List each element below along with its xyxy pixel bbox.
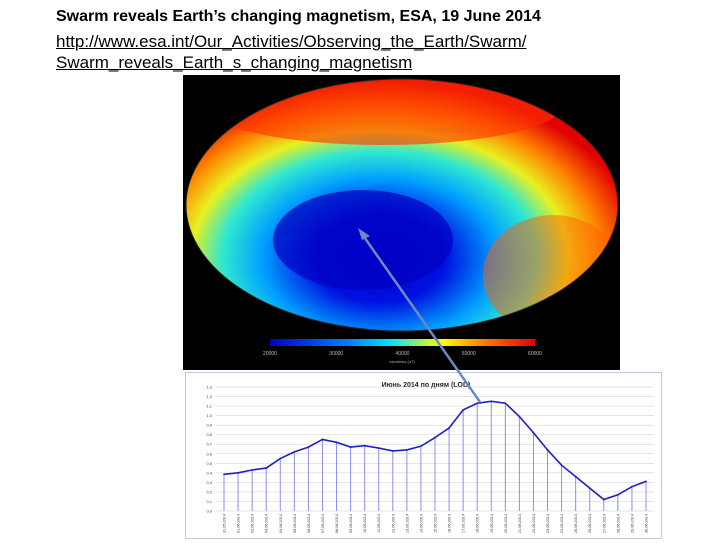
data-point [251, 469, 254, 471]
x-tick-label: 29.06.2014 [630, 514, 634, 533]
data-point [391, 450, 394, 452]
x-tick-label: 11.06.2014 [377, 514, 381, 533]
colorbar-tick: 30000 [329, 351, 343, 357]
y-tick-label: 0,1 [206, 499, 212, 504]
chart-svg: Июнь 2014 по дням (LOD) 0,0 0,1 0,2 0,3 0,4 0… [206, 382, 654, 533]
colorbar-label: nanotesla (nT) [389, 359, 415, 364]
data-point [237, 471, 239, 474]
data-point [321, 438, 324, 441]
x-tick-label: 26.06.2014 [588, 514, 592, 533]
y-tick-label: 0,4 [206, 470, 212, 475]
x-tick-label: 08.06.2014 [335, 514, 339, 533]
x-tick-label: 28.06.2014 [616, 514, 620, 533]
map-svg: 20000 30000 40000 50000 60000 nanotesla (nT) [185, 78, 619, 364]
data-point [279, 457, 282, 460]
x-tick-label: 07.06.2014 [321, 514, 325, 533]
data-point [434, 436, 436, 439]
x-tick-label: 21.06.2014 [518, 514, 522, 533]
data-point [532, 431, 535, 434]
data-point [363, 444, 366, 447]
x-tick-label: 31.05.2014 [223, 514, 227, 533]
data-point [518, 415, 521, 418]
data-point [405, 449, 408, 451]
data-point [588, 487, 591, 490]
x-tick-label: 25.06.2014 [574, 514, 578, 533]
data-point [631, 485, 633, 488]
data-point [265, 467, 268, 469]
x-tick-label: 23.06.2014 [546, 514, 550, 533]
x-tick-label: 17.06.2014 [462, 514, 466, 533]
data-point [645, 480, 647, 483]
data-point [560, 464, 563, 467]
x-tick-label: 03.06.2014 [265, 514, 269, 533]
data-point [223, 473, 225, 476]
x-tick-label: 19.06.2014 [490, 514, 494, 533]
y-tick-label: 0,3 [206, 480, 212, 485]
x-tick-label: 04.06.2014 [279, 514, 283, 533]
lod-chart: Июнь 2014 по дням (LOD) 0,0 0,1 0,2 0,3 0,4 0… [185, 372, 662, 539]
colorbar-tick: 20000 [263, 351, 277, 357]
y-tick-label: 1,3 [206, 385, 212, 390]
source-link-line1[interactable]: http://www.esa.int/Our_Activities/Observ… [56, 32, 527, 51]
y-tick-label: 1,1 [206, 404, 212, 409]
data-point [335, 441, 338, 444]
x-tick-label: 15.06.2014 [434, 514, 438, 533]
colorbar-tick: 60000 [528, 351, 542, 357]
data-point [349, 446, 352, 448]
x-tick-label: 05.06.2014 [293, 514, 297, 533]
x-tick-label: 24.06.2014 [560, 514, 564, 533]
slide-title: Swarm reveals Earth’s changing magnetism… [56, 8, 541, 25]
x-tick-label: 30.06.2014 [645, 514, 649, 533]
chart-title: Июнь 2014 по дням (LOD) [382, 382, 471, 389]
data-point [602, 498, 605, 501]
data-point [293, 450, 296, 453]
x-tick-label: 14.06.2014 [419, 514, 423, 533]
y-tick-label: 1,2 [206, 394, 212, 399]
y-tick-label: 0,6 [206, 451, 212, 456]
colorbar-tick: 50000 [462, 351, 476, 357]
magnetic-field-map: 20000 30000 40000 50000 60000 nanotesla (nT) [183, 75, 620, 370]
source-link-line2[interactable]: Swarm_reveals_Earth_s_changing_magnetism [56, 53, 413, 72]
x-tick-label: 12.06.2014 [391, 514, 395, 533]
x-tick-label: 10.06.2014 [363, 514, 367, 533]
x-tick-label: 01.06.2014 [237, 514, 241, 533]
x-tick-label: 22.06.2014 [532, 514, 536, 533]
x-tick-label: 13.06.2014 [405, 514, 409, 533]
data-point [616, 493, 619, 496]
data-point [546, 449, 549, 451]
data-point [504, 402, 507, 405]
data-point [307, 446, 310, 448]
data-point [574, 475, 577, 478]
y-tick-label: 0,7 [206, 442, 212, 447]
colorbar [270, 339, 535, 346]
colorbar-tick: 40000 [396, 351, 410, 357]
x-tick-label: 09.06.2014 [349, 514, 353, 533]
x-tick-label: 20.06.2014 [504, 514, 508, 533]
x-tick-label: 16.06.2014 [448, 514, 452, 533]
y-tick-label: 0,9 [206, 423, 212, 428]
data-point [476, 402, 479, 405]
y-tick-label: 0,8 [206, 432, 212, 437]
x-tick-label: 02.06.2014 [251, 514, 255, 533]
data-point [377, 447, 380, 449]
x-tick-label: 18.06.2014 [476, 514, 480, 533]
data-point [448, 427, 450, 429]
data-point [462, 408, 465, 411]
y-tick-label: 0,2 [206, 489, 212, 494]
y-tick-label: 1,0 [206, 413, 212, 418]
x-tick-label: 06.06.2014 [307, 514, 311, 533]
y-tick-label: 0,5 [206, 461, 212, 466]
x-tick-label: 27.06.2014 [602, 514, 606, 533]
data-point [420, 445, 422, 448]
y-tick-label: 0,0 [206, 509, 212, 514]
data-point [490, 400, 493, 403]
